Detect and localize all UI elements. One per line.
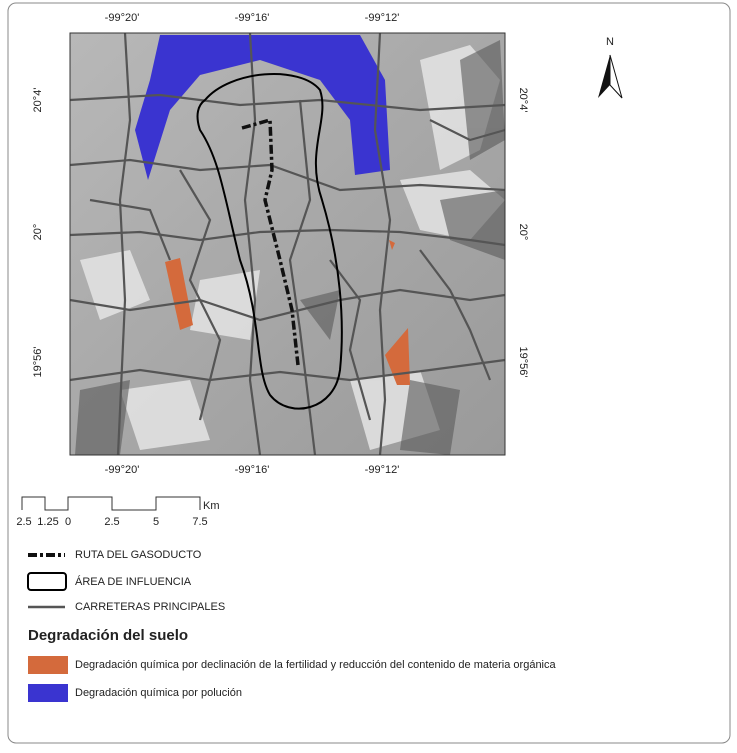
left-label: 19°56'	[32, 347, 44, 378]
legend-label: RUTA DEL GASODUCTO	[75, 549, 202, 561]
right-label: 20°	[517, 224, 529, 241]
left-label: 20°	[32, 224, 44, 241]
north-arrow: N	[598, 36, 622, 98]
bottom-label: -99°20'	[105, 464, 140, 476]
bottom-label: -99°16'	[235, 464, 270, 476]
map-figure: N -99°20' -99°16' -99°12' -99°20' -99°16' -99…	[0, 0, 737, 748]
top-label: -99°12'	[365, 12, 400, 24]
top-label: -99°16'	[235, 12, 270, 24]
legend: RUTA DEL GASODUCTO ÁREA DE INFLUENCIA CA…	[28, 549, 557, 702]
legend-label: Degradación química por declinación de l…	[75, 659, 557, 671]
scale-bar: Km 2.5 1.25 0 2.5 5 7.5	[16, 497, 219, 528]
right-label: 19°56'	[517, 347, 529, 378]
legend-section-title: Degradación del suelo	[28, 627, 188, 644]
north-label: N	[606, 36, 614, 48]
scale-label: 0	[65, 516, 71, 528]
scale-label: 2.5	[104, 516, 119, 528]
legend-label: CARRETERAS PRINCIPALES	[75, 601, 225, 613]
scale-label: 1.25	[37, 516, 58, 528]
top-label: -99°20'	[105, 12, 140, 24]
left-label: 20°4'	[32, 88, 44, 113]
scale-unit: Km	[203, 500, 220, 512]
bottom-label: -99°12'	[365, 464, 400, 476]
right-label: 20°4'	[517, 88, 529, 113]
legend-label: ÁREA DE INFLUENCIA	[75, 575, 192, 588]
scale-label: 5	[153, 516, 159, 528]
legend-label: Degradación química por polución	[75, 687, 242, 699]
map: N	[70, 33, 622, 455]
scale-label: 2.5	[16, 516, 31, 528]
scale-label: 7.5	[192, 516, 207, 528]
